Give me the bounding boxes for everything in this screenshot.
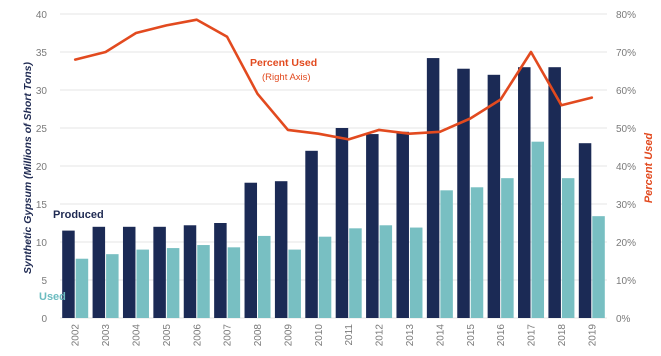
bar-used [379,225,393,318]
x-axis-tick-label: 2014 [435,324,446,347]
bar-used [227,247,241,318]
bar-used [440,190,453,318]
bar-produced [457,68,470,318]
legend-produced-label: Produced [53,209,104,221]
right-axis-tick-label: 30% [616,200,636,211]
x-axis-tick-label: 2005 [162,324,173,347]
bar-used [288,249,301,318]
x-axis-tick-label: 2008 [253,324,264,347]
right-axis-tick-label: 80% [616,10,636,21]
percent-used-line-group [73,18,594,141]
bar-produced [518,67,531,318]
bar-used [258,235,271,318]
grid-lines [60,13,607,319]
right-axis-annotation: (Right Axis) [262,72,311,83]
bar-used [318,236,332,318]
bar-produced [548,67,561,318]
bar-produced [62,230,75,318]
y-axis-title-right: Percent Used [643,133,655,204]
x-axis-tick-label: 2010 [314,324,325,347]
bar-produced [396,131,409,318]
bar-used [531,141,545,318]
x-axis-tick-label: 2016 [496,324,507,347]
x-axis-tick-label: 2012 [375,324,386,347]
bar-produced [426,58,440,319]
x-axis-tick-label: 2018 [557,324,568,347]
bars [62,58,605,319]
bar-produced [92,226,106,318]
bar-produced [244,182,258,318]
bar-produced [366,134,379,318]
right-axis-tick-label: 40% [616,162,636,173]
left-axis-tick-label: 15 [36,200,48,211]
left-axis-tick-label: 35 [36,48,48,59]
bar-used [470,187,484,318]
left-axis-tick-label: 20 [36,162,48,173]
bar-produced [153,226,166,318]
bar-produced [214,223,227,318]
bar-produced [335,128,349,318]
bar-produced [487,74,501,318]
x-axis-tick-label: 2004 [131,324,142,347]
bar-used [136,249,149,318]
x-axis-tick-label: 2003 [101,324,112,347]
x-axis-tick-label: 2006 [192,324,203,347]
left-axis-tick-label: 10 [36,238,48,249]
x-axis-tick-label: 2002 [71,324,82,347]
bar-used [197,245,210,318]
left-axis-ticks: 0 5 10 15 20 25 30 35 40 [36,10,48,325]
left-axis-tick-label: 30 [36,86,48,97]
left-axis-tick-label: 5 [41,276,47,287]
right-axis-tick-label: 70% [616,48,636,59]
right-axis-ticks: 0% 10% 20% 30% 40% 50% 60% 70% 80% [616,10,636,325]
bar-used [75,258,89,318]
right-axis-tick-label: 50% [616,124,636,135]
x-axis-tick-label: 2013 [405,324,416,347]
bar-used [166,248,180,318]
right-axis-tick-label: 0% [616,314,631,325]
right-axis-tick-label: 60% [616,86,636,97]
x-axis-tick-label: 2011 [344,324,355,346]
bar-produced [305,150,318,318]
x-axis-tick-label: 2017 [527,324,538,347]
x-axis-tick-label: 2007 [223,324,234,347]
bar-used [592,216,605,318]
bar-produced [274,181,288,318]
x-axis-ticks: 2002 2003 2004 2005 2006 2007 2008 2009 2010 2011… [71,324,599,347]
legend-used-label: Used [39,291,66,303]
left-axis-tick-label: 0 [41,314,47,325]
x-axis-tick-label: 2015 [466,324,477,347]
bar-used [106,254,119,318]
percent-used-annotation: Percent Used [250,57,317,69]
bar-used [501,178,514,318]
left-axis-tick-label: 25 [36,124,48,135]
x-axis-tick-label: 2019 [587,324,598,347]
bar-used [409,227,423,318]
bar-produced [578,143,592,318]
bar-used [561,178,575,318]
percent-used-line [73,18,594,141]
x-axis-tick-label: 2009 [283,324,294,347]
left-axis-tick-label: 40 [36,10,48,21]
bar-produced [122,226,136,318]
right-axis-tick-label: 20% [616,238,636,249]
bar-used [349,228,362,318]
bar-produced [183,225,197,318]
y-axis-title-left: Synthetic Gypsum (Millions of Short Tons… [22,62,34,274]
right-axis-tick-label: 10% [616,276,636,287]
